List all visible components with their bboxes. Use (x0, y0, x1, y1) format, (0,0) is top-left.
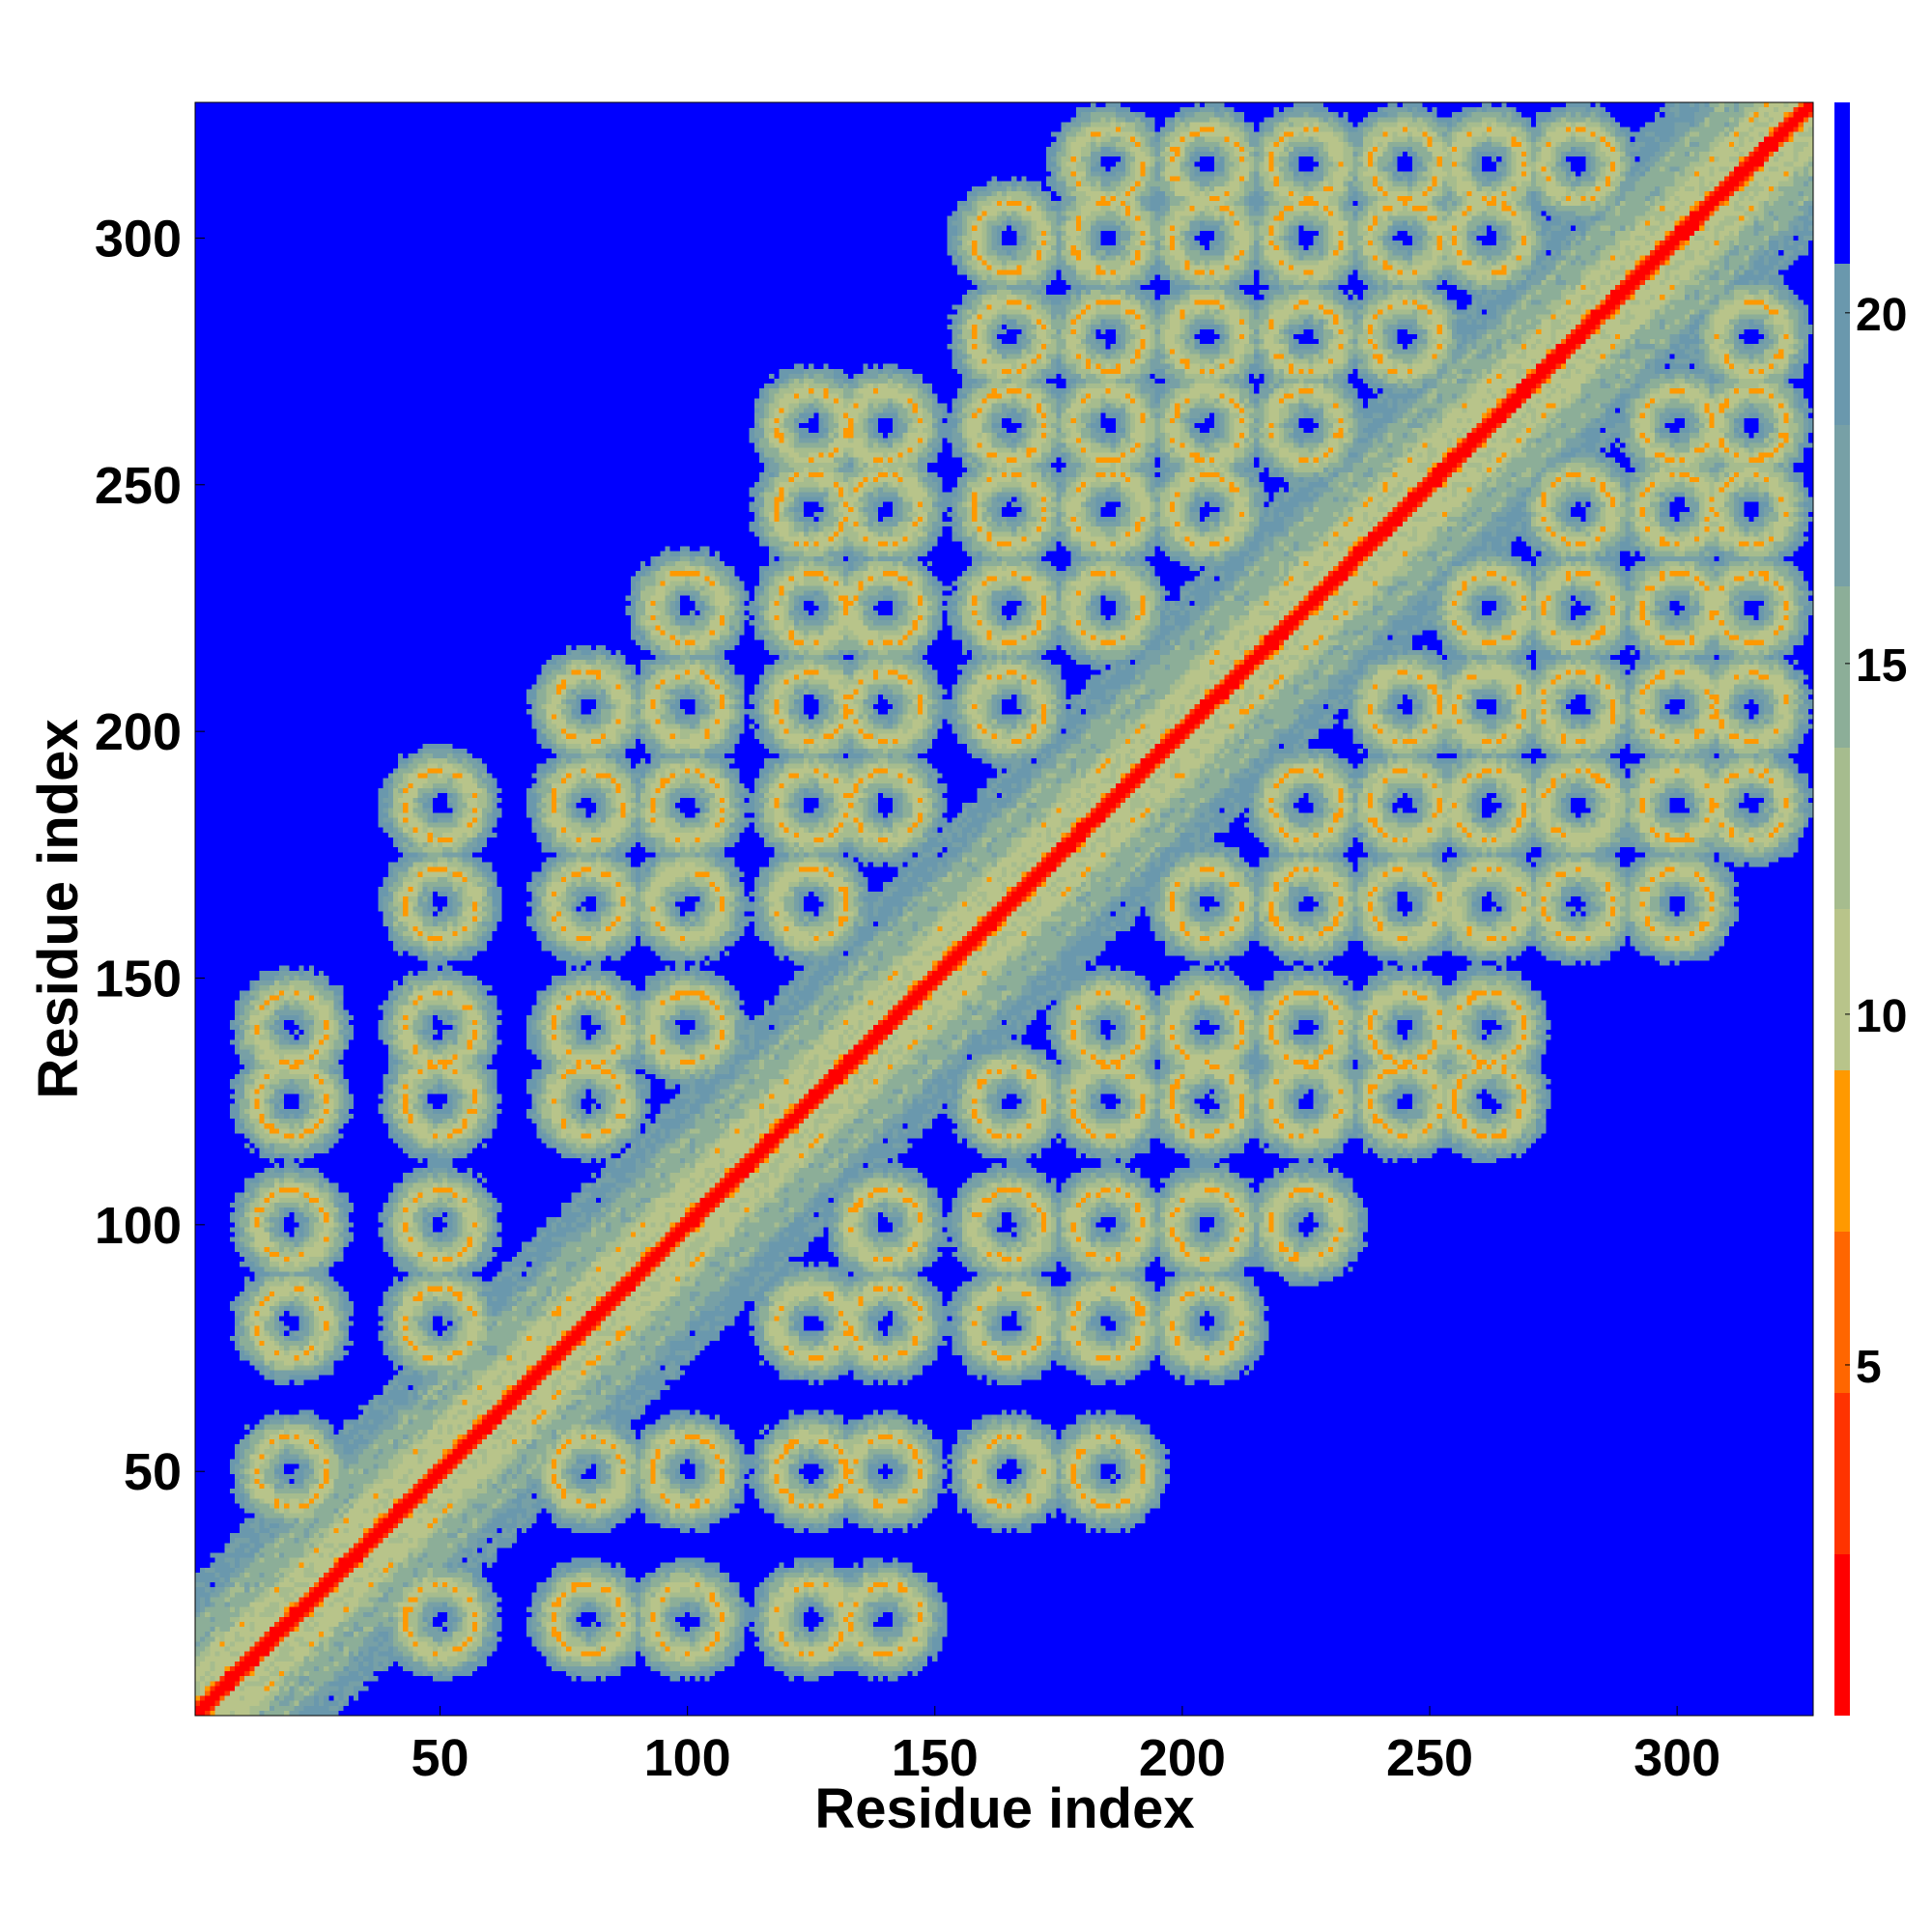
colorbar-tick-label: 20 (1856, 290, 1907, 341)
colorbar-band (1834, 102, 1850, 264)
y-axis-ticks: 50 100 150 200 250 300 (95, 210, 205, 1501)
y-tick-label: 100 (95, 1197, 182, 1255)
y-tick-label: 50 (124, 1443, 182, 1501)
colorbar (1834, 102, 1850, 1716)
colorbar-band (1834, 1554, 1850, 1716)
x-tick-label: 300 (1634, 1729, 1720, 1787)
colorbar-tick-label: 15 (1856, 640, 1907, 692)
y-tick-label: 300 (95, 210, 182, 268)
y-axis-title: Residue index (27, 719, 90, 1098)
x-tick-label: 200 (1139, 1729, 1226, 1787)
x-axis-ticks: 50 100 150 200 250 300 (412, 1706, 1720, 1787)
colorbar-band (1834, 425, 1850, 586)
plot-frame (194, 101, 1814, 1717)
y-tick-label: 150 (95, 950, 182, 1008)
heatmap-cells (195, 102, 1813, 1716)
colorbar-band (1834, 586, 1850, 748)
colorbar-band (1834, 748, 1850, 909)
colorbar-band (1834, 264, 1850, 425)
colorbar-tick-label: 5 (1856, 1342, 1882, 1393)
colorbar-band (1834, 1070, 1850, 1232)
x-tick-label: 250 (1386, 1729, 1473, 1787)
colorbar-band (1834, 1393, 1850, 1554)
colorbar-band (1834, 1232, 1850, 1393)
y-tick-label: 250 (95, 457, 182, 515)
x-tick-label: 100 (644, 1729, 731, 1787)
y-tick-label: 200 (95, 703, 182, 761)
colorbar-ticks: 5 10 15 20 (1845, 290, 1907, 1393)
colorbar-tick-label: 10 (1856, 991, 1907, 1042)
x-tick-label: 50 (412, 1729, 469, 1787)
heatmap-image (195, 102, 1813, 1716)
colorbar-band (1834, 909, 1850, 1070)
x-axis-title: Residue index (814, 1777, 1194, 1840)
x-tick-label: 150 (892, 1729, 979, 1787)
